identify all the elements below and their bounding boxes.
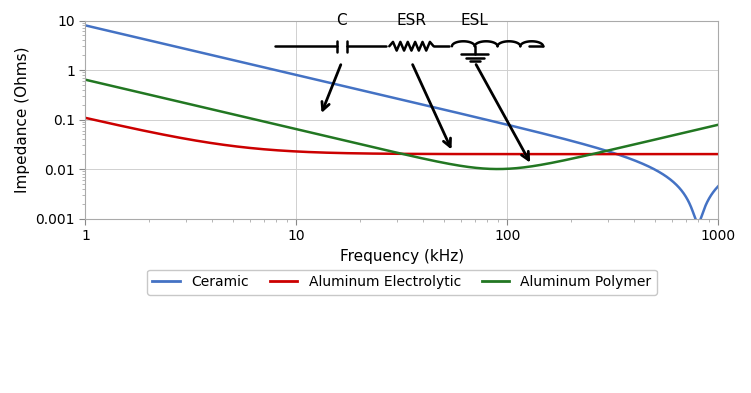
Aluminum Polymer [324, 134, 333, 139]
Aluminum Polymer [351, 141, 360, 145]
Ceramic [351, 86, 360, 91]
Aluminum Polymer [153, 94, 162, 99]
Ceramic [633, 160, 642, 164]
Ceramic [324, 80, 333, 85]
Aluminum Electrolytic [714, 152, 723, 156]
Aluminum Polymer [493, 167, 502, 171]
Legend: Ceramic, Aluminum Electrolytic, Aluminum Polymer: Ceramic, Aluminum Electrolytic, Aluminum… [146, 270, 657, 295]
Aluminum Polymer [81, 77, 90, 82]
Ceramic [701, 202, 710, 206]
Ceramic [81, 23, 90, 28]
Ceramic [714, 184, 723, 188]
Aluminum Polymer [634, 141, 643, 146]
Ceramic [153, 40, 162, 45]
Aluminum Electrolytic [634, 152, 643, 156]
Ceramic [191, 49, 200, 53]
Line: Ceramic: Ceramic [86, 26, 719, 223]
Aluminum Polymer [701, 125, 710, 130]
Line: Aluminum Polymer: Aluminum Polymer [86, 80, 719, 169]
Text: ESL: ESL [461, 13, 489, 28]
Y-axis label: Impedance (Ohms): Impedance (Ohms) [15, 46, 30, 193]
Text: C: C [336, 13, 347, 28]
Aluminum Electrolytic [153, 131, 162, 136]
Text: ESR: ESR [397, 13, 427, 28]
Ceramic [693, 221, 702, 226]
Aluminum Electrolytic [597, 152, 606, 156]
Line: Aluminum Electrolytic: Aluminum Electrolytic [86, 118, 719, 154]
Aluminum Electrolytic [351, 151, 360, 156]
Aluminum Polymer [191, 103, 200, 108]
Aluminum Electrolytic [191, 138, 200, 143]
Aluminum Electrolytic [81, 116, 90, 120]
Aluminum Polymer [714, 122, 723, 127]
Aluminum Electrolytic [324, 151, 333, 155]
X-axis label: Frequency (kHz): Frequency (kHz) [340, 248, 464, 264]
Aluminum Electrolytic [701, 152, 710, 156]
